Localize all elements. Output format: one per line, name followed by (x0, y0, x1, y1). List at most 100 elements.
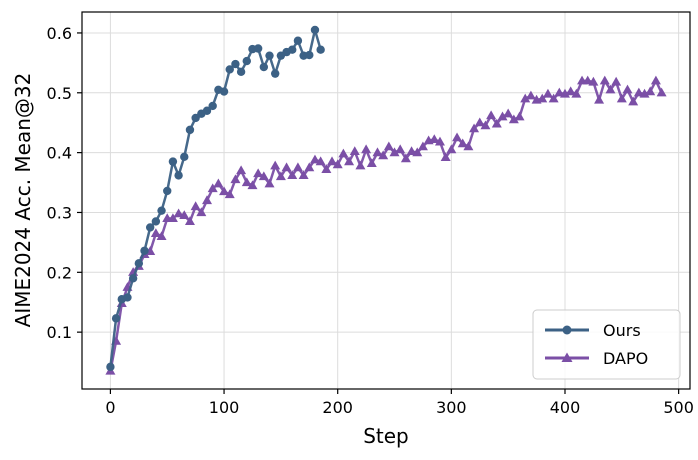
data-point-dapo (247, 180, 258, 190)
data-point-dapo (270, 160, 281, 170)
data-point-dapo (565, 86, 576, 96)
data-point-dapo (241, 177, 252, 187)
data-point-dapo (611, 76, 622, 86)
y-axis: 0.1 0.2 0.3 0.4 0.5 0.6 (47, 24, 82, 342)
data-point-dapo (639, 88, 650, 98)
data-point-dapo (486, 110, 497, 120)
data-point-ours (163, 186, 172, 196)
data-point-dapo (207, 183, 218, 193)
data-point-ours (310, 25, 320, 35)
data-point-dapo (400, 153, 411, 163)
data-point-ours (259, 62, 269, 72)
data-point-ours (316, 45, 325, 54)
data-point-dapo (372, 147, 383, 157)
legend-marker-dapo (561, 352, 573, 362)
data-point-dapo (321, 164, 332, 173)
data-point-ours (288, 45, 297, 54)
data-point-dapo (338, 148, 349, 158)
data-point-dapo (588, 76, 599, 86)
data-point-dapo (287, 170, 298, 179)
data-point-dapo (383, 141, 394, 151)
data-point-ours (128, 274, 138, 283)
data-point-dapo (605, 84, 616, 94)
data-point-dapo (594, 94, 605, 104)
y-tick-label: 0.5 (47, 84, 72, 103)
x-tick-label: 0 (105, 398, 115, 417)
data-point-dapo (395, 144, 406, 154)
data-point-dapo (616, 93, 627, 103)
data-point-dapo (292, 162, 303, 172)
data-point-ours (168, 157, 178, 166)
data-point-dapo (281, 162, 292, 172)
data-point-dapo (298, 170, 309, 179)
legend: Ours DAPO (532, 309, 681, 380)
data-point-dapo (219, 186, 230, 196)
data-point-dapo (622, 84, 633, 94)
data-point-dapo (508, 114, 519, 124)
data-point-dapo (264, 178, 275, 188)
x-tick-label: 300 (436, 398, 467, 417)
data-point-dapo (366, 158, 377, 167)
legend-label-dapo: DAPO (603, 349, 648, 368)
data-point-ours (123, 293, 132, 302)
data-point-dapo (406, 146, 417, 156)
y-tick-label: 0.6 (47, 24, 72, 43)
x-tick-label: 500 (663, 398, 694, 417)
data-point-ours (225, 65, 234, 74)
data-point-dapo (179, 210, 190, 220)
data-point-ours (134, 259, 144, 268)
x-axis-label: Step (363, 424, 409, 448)
data-point-dapo (230, 174, 241, 184)
series-dapo (105, 75, 667, 375)
data-point-ours (293, 36, 303, 45)
data-point-dapo (275, 171, 286, 181)
data-point-dapo (332, 159, 343, 169)
data-point-ours (185, 125, 195, 135)
data-point-dapo (463, 141, 474, 151)
data-point-dapo (469, 123, 480, 133)
data-point-ours (111, 314, 121, 323)
series-ours (106, 25, 325, 372)
data-point-dapo (554, 87, 565, 97)
y-tick-label: 0.2 (47, 263, 72, 282)
data-point-dapo (645, 86, 656, 96)
data-point-dapo (429, 134, 440, 144)
legend-marker-ours (562, 325, 572, 335)
data-point-dapo (491, 118, 502, 128)
data-point-dapo (378, 150, 389, 160)
data-point-dapo (514, 111, 525, 121)
data-point-dapo (417, 141, 428, 151)
data-point-ours (157, 206, 166, 215)
x-axis: 0 100 200 300 400 500 (105, 389, 694, 417)
data-point-dapo (236, 165, 247, 175)
data-point-dapo (582, 75, 593, 85)
data-point-dapo (196, 207, 207, 217)
data-point-dapo (628, 96, 639, 106)
data-point-dapo (344, 156, 355, 166)
y-tick-label: 0.1 (47, 323, 72, 342)
data-point-dapo (497, 111, 508, 121)
data-point-ours (208, 101, 217, 111)
data-point-ours (174, 171, 183, 180)
y-axis-label: AIME2024 Acc. Mean@32 (11, 73, 35, 328)
data-point-dapo (559, 88, 570, 98)
data-point-dapo (258, 171, 269, 181)
series-line-ours (109, 28, 322, 368)
data-point-dapo (446, 144, 457, 154)
data-point-dapo (224, 189, 235, 199)
data-point-ours (231, 59, 240, 69)
data-point-dapo (457, 138, 468, 148)
data-point-dapo (304, 162, 315, 172)
data-point-dapo (361, 144, 372, 154)
data-point-dapo (184, 216, 195, 226)
data-point-ours (219, 87, 229, 96)
data-point-dapo (315, 156, 326, 166)
data-point-dapo (599, 75, 610, 85)
data-point-ours (106, 362, 115, 372)
data-point-dapo (633, 87, 644, 97)
data-point-ours (305, 50, 314, 60)
data-point-dapo (327, 156, 338, 166)
data-point-dapo (150, 228, 161, 238)
data-point-dapo (542, 88, 553, 98)
data-point-ours (236, 67, 246, 77)
